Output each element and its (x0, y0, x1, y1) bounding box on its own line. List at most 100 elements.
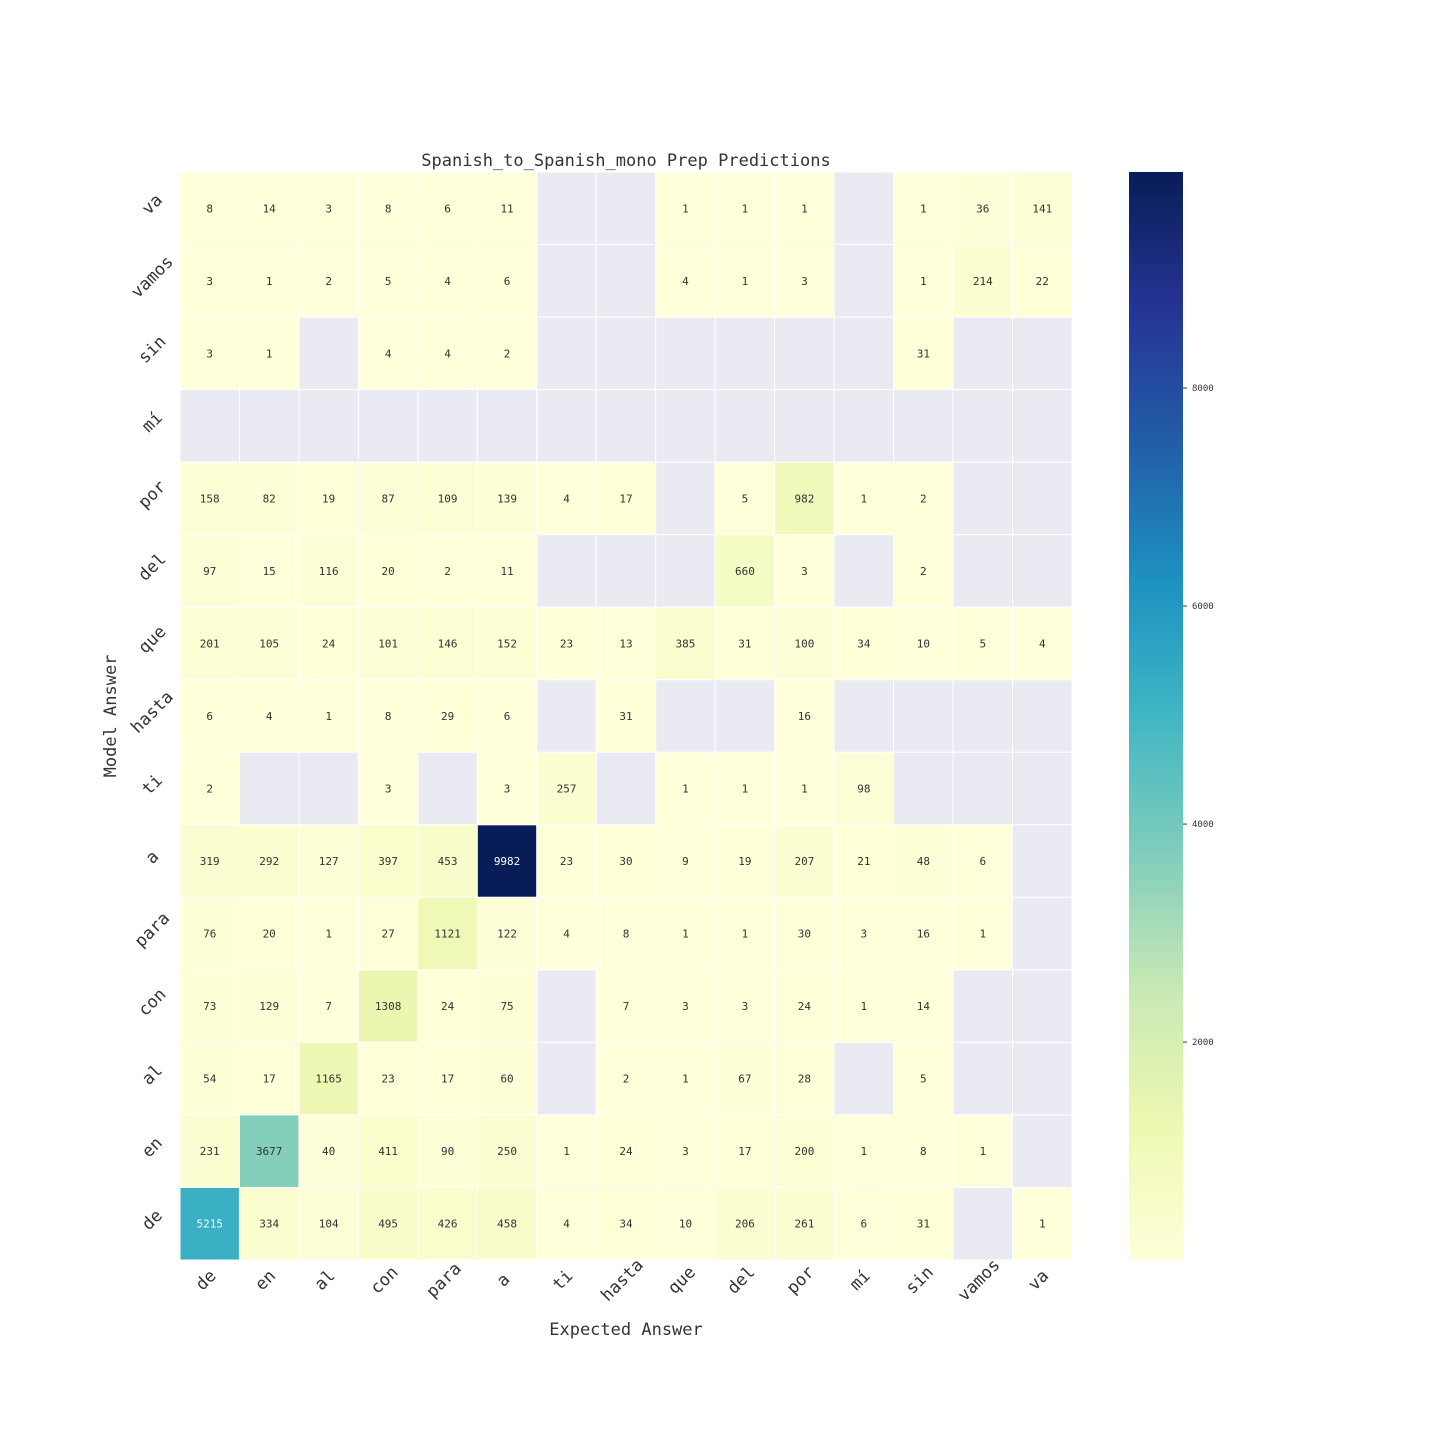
heatmap-cell (595, 896, 657, 971)
heatmap-cell (893, 389, 954, 463)
cell-value-label: 6 (979, 855, 986, 868)
cell-value-label: 231 (200, 1145, 220, 1158)
heatmap-cell (774, 389, 835, 463)
heatmap-cell (536, 171, 597, 246)
cell-value-label: 8 (385, 710, 392, 723)
heatmap-cell (417, 1114, 478, 1188)
cell-value-label: 10 (679, 1218, 692, 1231)
heatmap-cell (893, 171, 954, 246)
heatmap-cell (417, 824, 478, 898)
cell-value-label: 334 (259, 1218, 279, 1231)
x-tick-label: por (783, 1263, 819, 1299)
heatmap-cell (238, 244, 300, 318)
y-tick-labels: va vamos sin mí por del que hasta ti a para con al en… (127, 190, 177, 1234)
heatmap-cell (1012, 896, 1073, 971)
heatmap-cell (536, 751, 597, 826)
heatmap-cell (833, 751, 895, 826)
x-axis-label: Expected Answer (549, 1320, 703, 1340)
cell-value-label: 31 (917, 1218, 930, 1231)
heatmap-cell (833, 244, 895, 318)
heatmap-cell (714, 824, 776, 898)
heatmap-cell (595, 171, 657, 246)
heatmap-cell (655, 824, 716, 898)
cell-value-label: 10 (917, 637, 930, 650)
heatmap-cell (476, 171, 538, 246)
heatmap-cell (595, 751, 657, 826)
cell-value-label: 1 (742, 928, 749, 941)
heatmap-cell (655, 1114, 716, 1188)
heatmap-cell (417, 969, 478, 1043)
cell-value-label: 24 (441, 1000, 455, 1013)
heatmap-cell (536, 969, 597, 1043)
cell-value-label: 3 (206, 347, 213, 360)
cell-value-label: 207 (794, 855, 814, 868)
y-tick-label: con (135, 985, 171, 1021)
x-tick-label: mí (846, 1266, 875, 1295)
heatmap-cell (536, 824, 597, 898)
cell-value-label: 1 (861, 1000, 868, 1013)
heatmap-cell (536, 1186, 597, 1261)
cell-value-label: 17 (738, 1145, 751, 1158)
heatmap-cell (774, 244, 835, 318)
heatmap-cell (952, 461, 1014, 536)
heatmap-cell (179, 824, 240, 898)
heatmap-cell (952, 969, 1014, 1043)
heatmap-cell (417, 534, 478, 608)
cell-value-label: 11 (500, 565, 513, 578)
cell-value-label: 1 (682, 928, 689, 941)
cell-value-label: 23 (382, 1073, 395, 1086)
cell-value-label: 4 (444, 347, 451, 360)
heatmap-cell (179, 679, 240, 753)
cell-value-label: 3 (801, 565, 808, 578)
cell-value-label: 8 (385, 202, 392, 215)
cell-value-label: 16 (798, 710, 811, 723)
heatmap-cell (833, 389, 895, 463)
heatmap-cell (655, 244, 716, 318)
y-tick-label: del (135, 549, 171, 585)
cell-value-label: 4 (385, 347, 392, 360)
cell-value-label: 7 (325, 1000, 332, 1013)
heatmap-cell (774, 679, 835, 753)
cell-value-label: 104 (319, 1218, 339, 1231)
heatmap-cell (655, 969, 716, 1043)
cell-value-label: 1 (742, 202, 749, 215)
heatmap-cell (595, 316, 657, 391)
cell-value-label: 82 (263, 492, 276, 505)
heatmap-cell (1012, 171, 1073, 246)
cell-value-label: 48 (917, 855, 930, 868)
x-tick-label: que (664, 1263, 700, 1299)
heatmap-cell (238, 1186, 300, 1261)
cell-value-label: 3 (861, 928, 868, 941)
cell-value-label: 11 (500, 202, 513, 215)
cell-value-label: 319 (200, 855, 220, 868)
heatmap-cell (476, 244, 538, 318)
x-tick-label: de (192, 1266, 221, 1295)
y-tick-label: que (135, 622, 171, 658)
cell-value-label: 31 (917, 347, 930, 360)
heatmap-cell (952, 1186, 1014, 1261)
cell-value-label: 34 (857, 637, 871, 650)
cell-value-label: 24 (619, 1145, 633, 1158)
heatmap-cell (833, 534, 895, 608)
cell-value-label: 660 (735, 565, 755, 578)
x-tick-label: va (1024, 1266, 1053, 1295)
cell-value-label: 152 (497, 637, 517, 650)
cell-value-label: 76 (203, 928, 216, 941)
heatmap-cell (714, 171, 776, 246)
heatmap-cell (595, 461, 657, 536)
heatmap-cell (1012, 969, 1073, 1043)
cell-value-label: 3 (206, 275, 213, 288)
heatmap-cell (714, 606, 776, 681)
heatmap-cell (298, 316, 359, 391)
heatmap-cell (357, 244, 419, 318)
y-tick-label: para (131, 909, 174, 952)
heatmap-cell (238, 606, 300, 681)
cell-value-label: 90 (441, 1145, 454, 1158)
cell-value-label: 1 (742, 275, 749, 288)
heatmap-cell (714, 1041, 776, 1116)
y-tick-label: al (138, 1061, 167, 1090)
heatmap-cell (536, 534, 597, 608)
heatmap-cell (833, 1041, 895, 1116)
y-tick-label: a (142, 847, 163, 868)
heatmap-cell (714, 244, 776, 318)
